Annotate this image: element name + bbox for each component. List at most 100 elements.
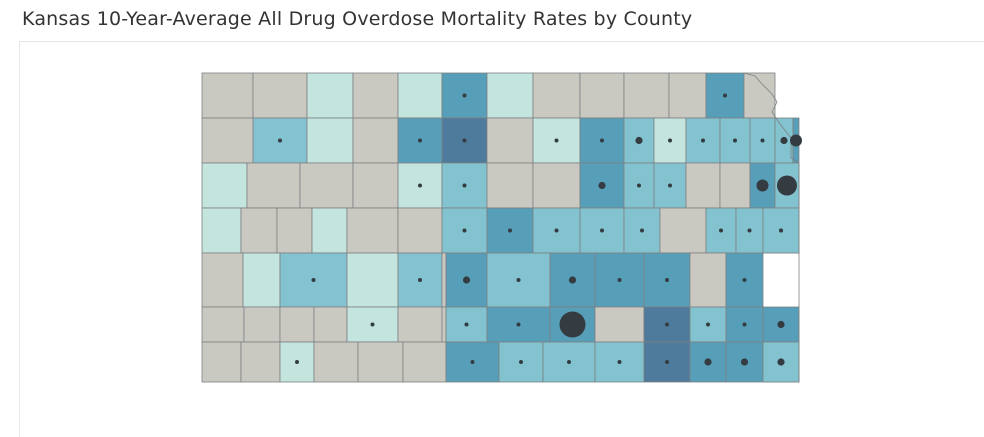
county-ness[interactable]: Ness <box>346 207 399 254</box>
county-jewell[interactable]: Jewell <box>486 72 534 119</box>
rate-dot-osborne[interactable] <box>462 138 467 143</box>
rate-dot-ellsworth[interactable] <box>508 228 512 233</box>
rate-dot-geary[interactable] <box>668 183 672 188</box>
rate-dot-finney[interactable] <box>311 278 316 282</box>
rate-dot-allen[interactable] <box>742 322 747 327</box>
county-wichita[interactable]: Wichita <box>240 207 278 254</box>
rate-dot-marion[interactable] <box>640 228 644 233</box>
rate-dot-seward[interactable] <box>295 360 299 364</box>
rate-dot-brown[interactable] <box>723 93 727 98</box>
county-mitchell[interactable]: Mitchell <box>486 117 534 164</box>
county-sheridan[interactable]: Sheridan <box>306 117 354 164</box>
rate-dot-reno[interactable] <box>462 276 471 284</box>
county-chase[interactable]: Chase <box>659 207 707 254</box>
county-rawlins[interactable]: Rawlins <box>252 72 308 119</box>
county-ottawa[interactable]: Ottawa <box>532 162 581 209</box>
rate-dot-bourbon[interactable] <box>777 320 785 329</box>
county-decatur[interactable]: Decatur <box>306 72 354 119</box>
county-phillips[interactable]: Phillips <box>397 72 443 119</box>
county-kiowa[interactable]: Kiowa <box>441 306 447 343</box>
rate-dot-kingman[interactable] <box>516 322 521 327</box>
county-logan[interactable]: Logan <box>246 162 301 209</box>
county-stevens[interactable]: Stevens <box>240 341 281 383</box>
rate-dot-linn[interactable] <box>742 278 747 282</box>
rate-dot-dickinson[interactable] <box>637 183 641 188</box>
county-elk[interactable]: Elk <box>594 306 645 343</box>
rate-dot-riley[interactable] <box>635 136 643 145</box>
rate-dot-ford[interactable] <box>370 322 375 327</box>
county-marshall[interactable]: Marshall <box>623 72 670 119</box>
rate-dot-pottawatomie[interactable] <box>668 138 672 143</box>
rate-dot-shawnee[interactable] <box>756 179 769 192</box>
county-washington[interactable]: Washington <box>579 72 625 119</box>
county-comanche[interactable]: Comanche <box>402 341 447 383</box>
county-stanton[interactable]: Stanton <box>201 306 245 343</box>
rate-dot-miami[interactable] <box>779 228 783 233</box>
county-wabaunsee[interactable]: Wabaunsee <box>685 162 721 209</box>
rate-dot-rooks[interactable] <box>418 138 422 143</box>
rate-dot-ellis[interactable] <box>418 183 422 188</box>
rate-dot-jefferson[interactable] <box>760 138 765 143</box>
rate-dot-smith[interactable] <box>462 93 467 98</box>
county-haskell[interactable]: Haskell <box>279 306 315 343</box>
rate-dot-cherokee[interactable] <box>779 360 783 364</box>
rate-dot-jackson[interactable] <box>701 138 705 143</box>
rate-dot-clay[interactable] <box>600 138 604 143</box>
county-morris[interactable]: Morris <box>719 162 751 209</box>
rate-dot-wyandotte[interactable] <box>790 134 802 147</box>
rate-dot-pratt[interactable] <box>464 322 469 327</box>
rate-dot-johnson[interactable] <box>777 175 797 196</box>
rate-dot-osage[interactable] <box>747 228 752 233</box>
county-hamilton[interactable]: Hamilton <box>201 252 244 308</box>
rate-dot-russell[interactable] <box>462 183 467 188</box>
county-gove[interactable]: Gove <box>299 162 354 209</box>
rate-dot-harvey[interactable] <box>516 278 521 282</box>
rate-dot-montgomery[interactable] <box>704 358 712 366</box>
county-republic[interactable]: Republic <box>532 72 581 119</box>
county-anderson[interactable]: Anderson <box>689 252 727 308</box>
county-stafford[interactable]: Stafford <box>441 252 447 308</box>
county-morton[interactable]: Morton <box>201 341 242 383</box>
rate-dot-lyon[interactable] <box>719 228 723 233</box>
rate-dot-barton[interactable] <box>462 228 467 233</box>
county-wallace[interactable]: Wallace <box>201 162 248 209</box>
rate-dot-saline[interactable] <box>598 181 606 190</box>
rate-dot-cowley[interactable] <box>617 360 622 364</box>
county-riley[interactable]: Riley <box>623 117 655 164</box>
county-nemaha[interactable]: Nemaha <box>668 72 707 119</box>
kansas-county-map[interactable]: CheyenneRawlinsDecaturNortonPhillipsSmit… <box>20 42 984 437</box>
rate-dot-greenwood[interactable] <box>617 278 622 282</box>
county-greeley[interactable]: Greeley <box>201 207 242 254</box>
county-rush[interactable]: Rush <box>397 207 443 254</box>
county-scott[interactable]: Scott <box>276 207 313 254</box>
county-graham[interactable]: Graham <box>352 117 399 164</box>
county-lincoln[interactable]: Lincoln <box>486 162 534 209</box>
rate-dot-cloud[interactable] <box>554 138 559 143</box>
county-meade[interactable]: Meade <box>313 341 359 383</box>
rate-dot-chautauqua[interactable] <box>665 360 669 364</box>
county-doniphan[interactable]: Doniphan <box>743 72 776 119</box>
county-edwards[interactable]: Edwards <box>397 306 443 343</box>
rate-dot-atchison[interactable] <box>733 138 737 143</box>
county-clark[interactable]: Clark <box>357 341 404 383</box>
rate-dot-neosho[interactable] <box>706 322 710 327</box>
rate-dot-coffey[interactable] <box>665 278 669 282</box>
county-sherman[interactable]: Sherman <box>201 117 254 164</box>
county-gray[interactable]: Gray <box>313 306 348 343</box>
rate-dot-barber[interactable] <box>470 360 475 364</box>
county-kearny[interactable]: Kearny <box>242 252 281 308</box>
rate-dot-sedgwick[interactable] <box>559 311 586 338</box>
rate-dot-pawnee[interactable] <box>418 278 422 282</box>
rate-dot-leavenworth[interactable] <box>780 136 788 145</box>
rate-dot-harper[interactable] <box>519 360 523 364</box>
county-lane[interactable]: Lane <box>311 207 348 254</box>
rate-dot-thomas[interactable] <box>278 138 282 143</box>
rate-dot-mcpherson[interactable] <box>600 228 604 233</box>
rate-dot-labette[interactable] <box>740 358 749 366</box>
rate-dot-rice[interactable] <box>554 228 559 233</box>
county-trego[interactable]: Trego <box>352 162 399 209</box>
county-norton[interactable]: Norton <box>352 72 399 119</box>
rate-dot-butler[interactable] <box>568 276 577 284</box>
rate-dot-sumner[interactable] <box>567 360 571 364</box>
county-russell[interactable]: Russell <box>441 162 488 209</box>
